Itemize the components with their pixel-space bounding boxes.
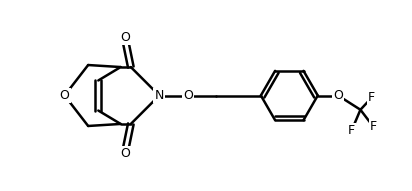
Text: F: F [368, 91, 375, 104]
Text: O: O [120, 31, 130, 44]
Text: F: F [348, 124, 355, 137]
Text: O: O [120, 147, 130, 160]
Text: N: N [154, 89, 164, 102]
Text: O: O [183, 89, 193, 102]
Text: O: O [60, 89, 70, 102]
Text: O: O [333, 89, 343, 102]
Text: F: F [370, 120, 377, 133]
